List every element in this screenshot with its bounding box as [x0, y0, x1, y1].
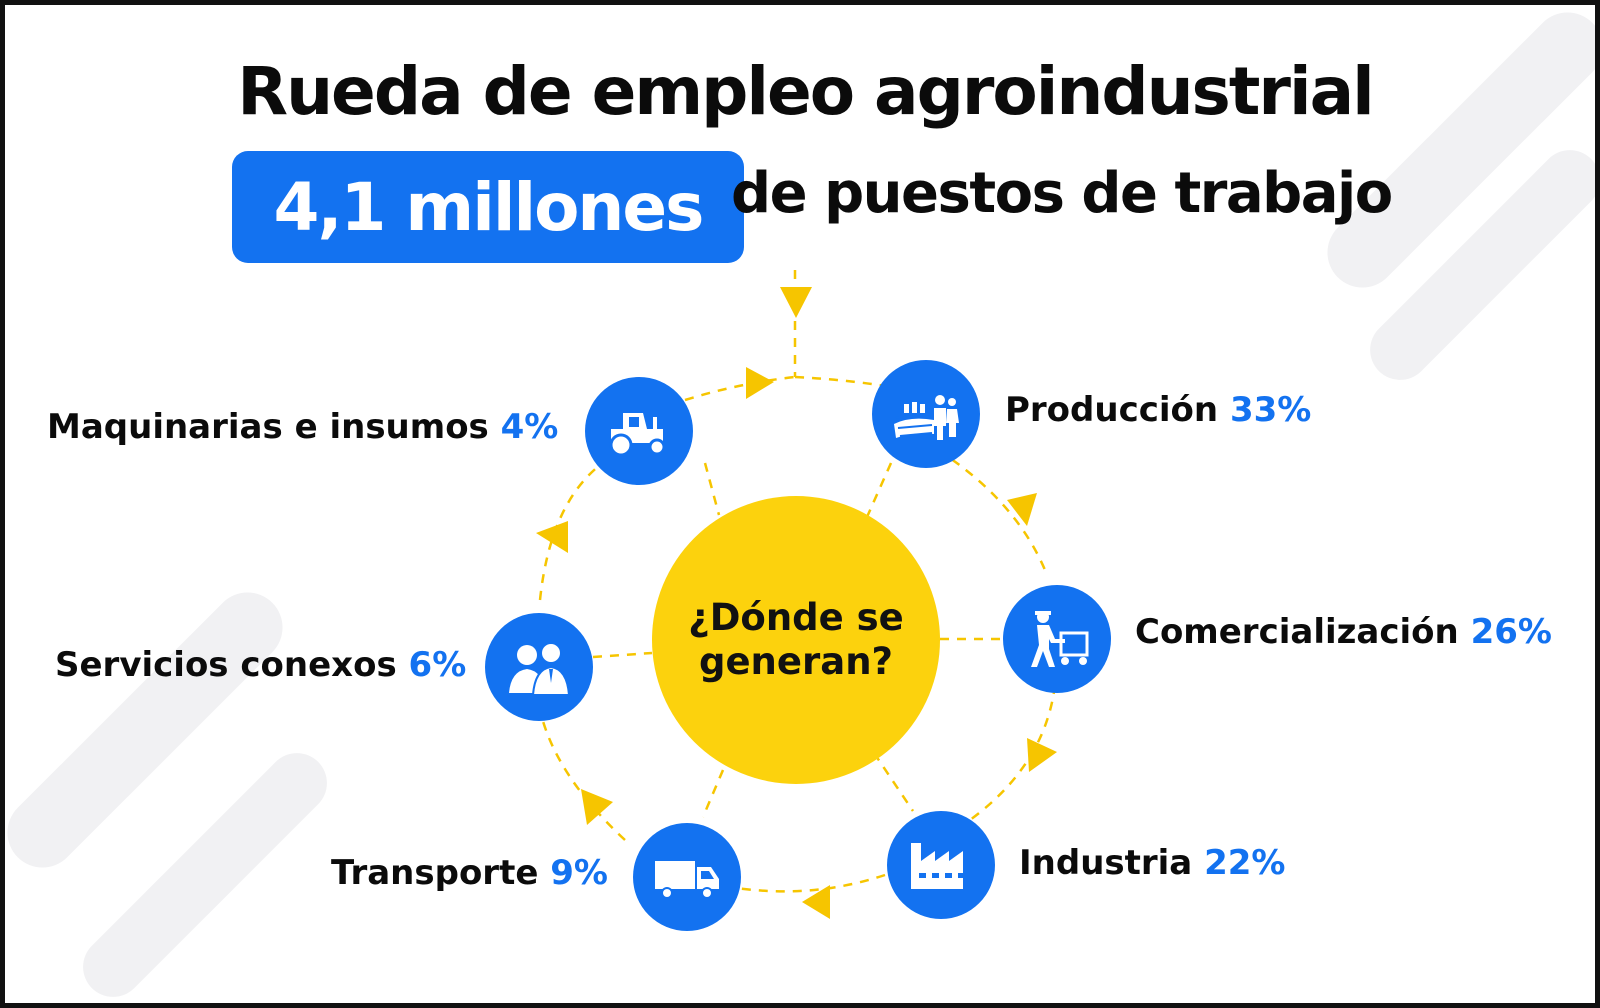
- arrow-left-lower: [581, 789, 613, 825]
- center-question-text: ¿Dónde se generan?: [671, 596, 921, 684]
- arrow-right-upper: [1007, 493, 1037, 526]
- transporte-name: Transporte: [331, 853, 539, 893]
- people-icon: [509, 642, 571, 696]
- industria-percent: 22%: [1204, 843, 1286, 883]
- servicios-name: Servicios conexos: [55, 645, 397, 685]
- center-question-line-1: ¿Dónde se: [688, 596, 904, 639]
- maquinarias-node: [585, 377, 693, 485]
- jobs-count-highlight: 4,1 millones: [232, 151, 744, 263]
- maquinarias-percent: 4%: [500, 407, 559, 447]
- industria-label: Industria 22%: [1019, 843, 1286, 883]
- infographic-subtitle: de puestos de trabajo: [731, 161, 1393, 226]
- tractor-icon: [609, 413, 666, 457]
- factory-icon: [911, 843, 963, 889]
- worker-cart-icon: [1031, 611, 1089, 667]
- produccion-percent: 33%: [1229, 390, 1312, 430]
- produccion-node: [872, 360, 980, 468]
- transporte-node: [633, 823, 741, 931]
- truck-icon: [655, 861, 719, 899]
- ring-dash-right-lower: [969, 684, 1057, 822]
- center-question-line-2: generan?: [698, 640, 894, 683]
- servicios-label: Servicios conexos 6%: [55, 645, 466, 685]
- comercializacion-percent: 26%: [1470, 612, 1552, 652]
- produccion-label: Producción 33%: [1005, 390, 1311, 430]
- comercializacion-node: [1003, 585, 1111, 693]
- center-question-circle: ¿Dónde se generan?: [652, 496, 940, 784]
- arrow-bottom: [802, 885, 830, 919]
- arrow-left-upper: [536, 521, 568, 553]
- transporte-percent: 9%: [550, 853, 608, 893]
- maquinarias-name: Maquinarias e insumos: [47, 407, 489, 447]
- arrow-entry: [780, 287, 812, 318]
- spoke-servicios: [592, 651, 653, 659]
- ring-dash-left-lower: [538, 709, 626, 841]
- arrow-top-left: [746, 367, 774, 399]
- spoke-transporte: [701, 769, 725, 818]
- servicios-percent: 6%: [408, 645, 467, 685]
- spoke-produccion: [865, 462, 893, 518]
- produccion-name: Producción: [1005, 390, 1219, 430]
- ring-dash-right-upper: [937, 448, 1047, 571]
- ring-arrows: [536, 287, 1057, 919]
- farmers-field-icon: [894, 395, 959, 440]
- spoke-maquinarias: [703, 462, 721, 516]
- servicios-node: [485, 613, 593, 721]
- transporte-label: Transporte 9%: [331, 853, 608, 893]
- arrow-right-lower: [1027, 738, 1057, 772]
- industria-node: [887, 811, 995, 919]
- infographic-title: Rueda de empleo agroindustrial: [237, 53, 1374, 130]
- spoke-industria: [872, 752, 915, 812]
- ring-dash-left-upper: [538, 464, 601, 601]
- ring-dash-bottom: [694, 873, 886, 893]
- comercializacion-name: Comercialización: [1135, 612, 1459, 652]
- maquinarias-label: Maquinarias e insumos 4%: [47, 407, 558, 447]
- industria-name: Industria: [1019, 843, 1193, 883]
- comercializacion-label: Comercialización 26%: [1135, 612, 1552, 652]
- ring-dash-top-left: [684, 375, 796, 402]
